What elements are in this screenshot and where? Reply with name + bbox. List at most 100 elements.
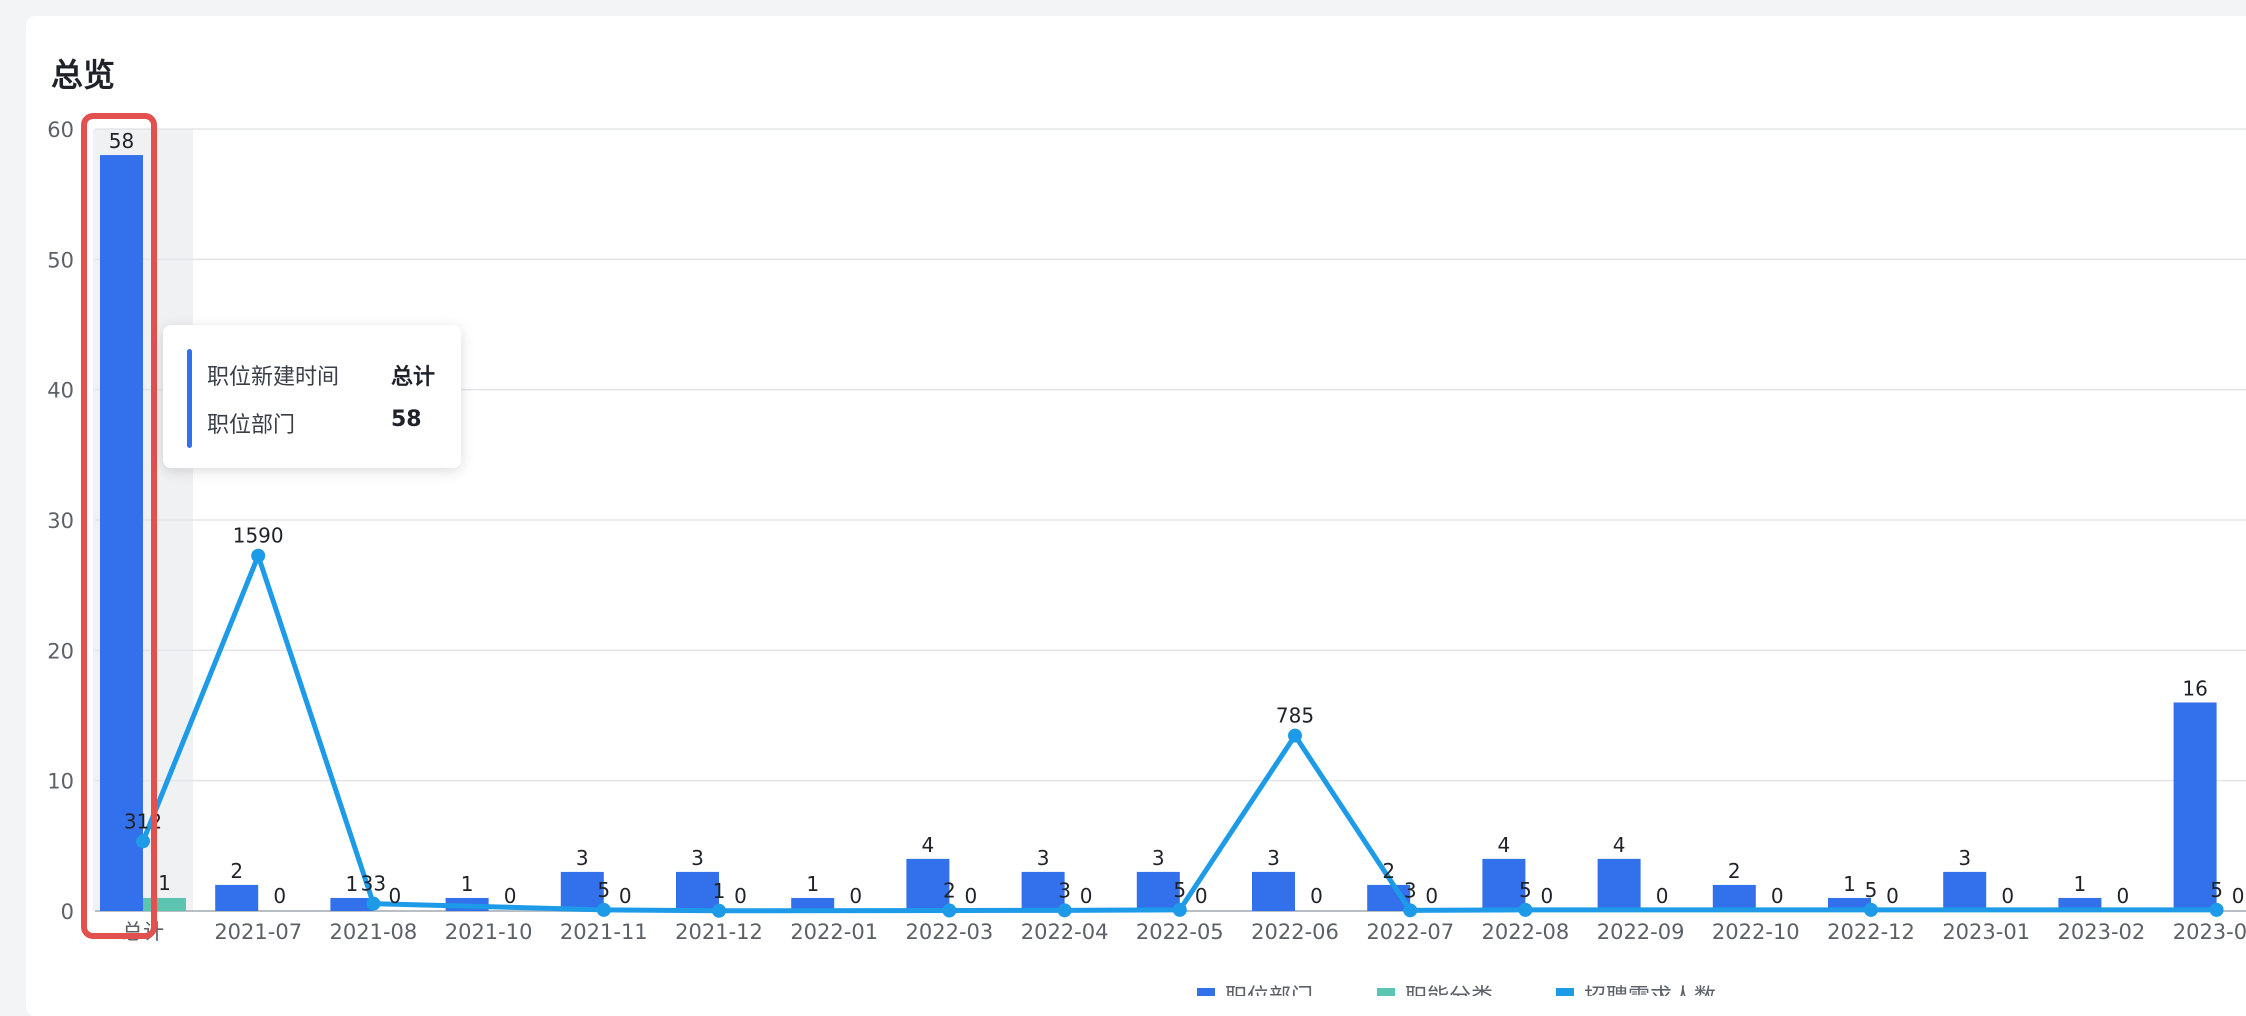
bar2-value-label: 0 bbox=[619, 884, 632, 908]
bar2-value-label: 0 bbox=[2001, 884, 2014, 908]
x-tick-label: 2021-10 bbox=[445, 920, 533, 944]
y-tick-label: 20 bbox=[47, 639, 74, 663]
line-point bbox=[2209, 902, 2224, 917]
bar2-value-label: 0 bbox=[504, 884, 517, 908]
card-title: 总览 bbox=[51, 56, 116, 94]
bar-职位部门 bbox=[560, 871, 604, 911]
line-value-label: 5 bbox=[2210, 878, 2223, 902]
bar2-value-label: 0 bbox=[1080, 884, 1093, 908]
line-point bbox=[1288, 728, 1302, 743]
x-tick-label: 2022-10 bbox=[1712, 920, 1800, 944]
overview-card bbox=[26, 16, 2246, 1016]
x-tick-label: 2021-12 bbox=[675, 920, 763, 944]
line-value-label: 3 bbox=[1404, 878, 1417, 902]
tooltip-value-2: 58 bbox=[391, 407, 422, 432]
bar-职位部门 bbox=[100, 155, 143, 912]
x-tick-label: 2021-08 bbox=[330, 920, 418, 944]
legend-swatch bbox=[1556, 988, 1574, 996]
bar2-value-label: 0 bbox=[849, 884, 862, 908]
bar-value-label: 3 bbox=[1267, 846, 1280, 870]
tooltip-value-1: 总计 bbox=[391, 365, 436, 390]
bar-职位部门 bbox=[1021, 871, 1065, 911]
bar-职位部门 bbox=[676, 871, 719, 911]
y-tick-label: 30 bbox=[47, 509, 74, 533]
bar-value-label: 1 bbox=[2074, 872, 2087, 896]
legend-swatch bbox=[1377, 988, 1395, 996]
bar-value-label: 2 bbox=[1728, 859, 1741, 883]
bar2-value-label: 0 bbox=[734, 884, 747, 908]
x-tick-label: 2022-05 bbox=[1136, 920, 1224, 944]
bar-职位部门 bbox=[215, 884, 259, 911]
selected-category-highlight bbox=[81, 113, 157, 939]
bar-value-label: 1 bbox=[346, 872, 359, 896]
bar2-value-label: 0 bbox=[389, 884, 402, 908]
bar2-value-label: 0 bbox=[2232, 884, 2245, 908]
x-tick-label: 2023-01 bbox=[1942, 920, 2030, 944]
bar-value-label: 4 bbox=[1613, 833, 1626, 857]
line-point bbox=[1518, 902, 1533, 917]
line-value-label: 2 bbox=[943, 879, 956, 903]
bar2-value-label: 0 bbox=[2117, 884, 2130, 908]
x-tick-label: 2023-03 bbox=[2173, 920, 2246, 944]
x-tick-label: 2022-04 bbox=[1021, 920, 1109, 944]
x-tick-label: 2022-09 bbox=[1597, 920, 1685, 944]
bar2-value-label: 0 bbox=[1656, 884, 1669, 908]
legend-label: 职能分类 bbox=[1405, 985, 1493, 996]
bar-职位部门 bbox=[2173, 702, 2217, 911]
line-point bbox=[1864, 902, 1878, 917]
line-point bbox=[366, 896, 381, 911]
line-point bbox=[1057, 903, 1072, 918]
line-value-label: 1 bbox=[713, 879, 726, 903]
line-value-label: 5 bbox=[1865, 878, 1878, 902]
bar-职位部门 bbox=[906, 858, 950, 911]
line-point bbox=[251, 548, 266, 563]
bar2-value-label: 1 bbox=[158, 871, 171, 895]
bar2-value-label: 0 bbox=[965, 884, 978, 908]
line-point bbox=[942, 903, 957, 918]
line-value-label: 33 bbox=[361, 872, 386, 896]
bar-value-label: 1 bbox=[461, 872, 474, 896]
bar-职位部门 bbox=[1252, 871, 1295, 911]
bar-职位部门 bbox=[1943, 871, 1987, 911]
bar2-value-label: 0 bbox=[1195, 884, 1208, 908]
bar-职位部门 bbox=[1136, 871, 1180, 911]
x-tick-label: 2023-02 bbox=[2058, 920, 2146, 944]
bar-value-label: 58 bbox=[109, 129, 134, 153]
line-value-label: 785 bbox=[1276, 704, 1314, 728]
x-tick-label: 2022-12 bbox=[1827, 920, 1915, 944]
bar-value-label: 3 bbox=[1958, 846, 1971, 870]
line-value-label: 3 bbox=[1058, 878, 1071, 902]
line-point bbox=[136, 834, 150, 849]
y-tick-label: 0 bbox=[61, 900, 74, 924]
x-tick-label: 2021-11 bbox=[560, 920, 648, 944]
bar-value-label: 1 bbox=[1843, 872, 1856, 896]
chart-tooltip: 职位新建时间 总计 职位部门 58 bbox=[163, 325, 461, 468]
line-value-label: 5 bbox=[1519, 878, 1532, 902]
line-point bbox=[1172, 902, 1187, 917]
x-tick-label: 2022-08 bbox=[1482, 920, 1570, 944]
bar-value-label: 1 bbox=[806, 872, 819, 896]
x-tick-label: 2022-01 bbox=[790, 920, 878, 944]
legend-swatch bbox=[1197, 988, 1215, 996]
bar-value-label: 3 bbox=[1152, 846, 1165, 870]
line-value-label: 5 bbox=[597, 878, 610, 902]
bar2-value-label: 0 bbox=[1425, 884, 1438, 908]
legend-label: 职位部门 bbox=[1225, 985, 1313, 996]
line-point bbox=[712, 903, 726, 918]
y-tick-label: 50 bbox=[47, 248, 74, 272]
bar2-value-label: 0 bbox=[1310, 884, 1323, 908]
bar-职位部门 bbox=[330, 897, 374, 911]
bar-职位部门 bbox=[791, 897, 835, 911]
y-tick-label: 10 bbox=[47, 770, 74, 794]
line-招聘需求人数 bbox=[140, 553, 2217, 914]
tooltip-label-1: 职位新建时间 bbox=[207, 365, 340, 390]
bar2-value-label: 0 bbox=[273, 884, 286, 908]
bar2-value-label: 0 bbox=[1771, 884, 1784, 908]
bar-value-label: 3 bbox=[1037, 846, 1050, 870]
bar-职位部门 bbox=[1482, 858, 1526, 911]
x-tick-label: 2021-07 bbox=[214, 920, 302, 944]
bar-value-label: 3 bbox=[576, 846, 589, 870]
bar-value-label: 2 bbox=[1382, 859, 1395, 883]
bar2-value-label: 0 bbox=[1541, 884, 1554, 908]
tooltip-label-2: 职位部门 bbox=[207, 413, 296, 438]
